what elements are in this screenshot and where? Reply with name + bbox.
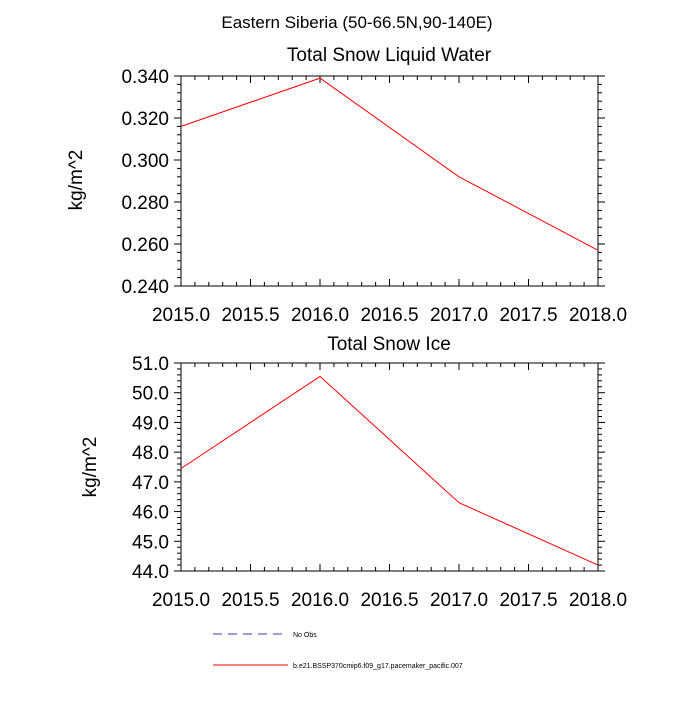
ylabel-snow-ice: kg/m^2 xyxy=(80,437,101,498)
series-line-snow-ice xyxy=(180,375,599,566)
y-tick-label: 51.0 xyxy=(132,354,169,375)
x-tick-label: 2016.5 xyxy=(360,590,418,611)
y-tick-label: 49.0 xyxy=(132,413,169,434)
ylabel-snow-liquid-water: kg/m^2 xyxy=(66,150,87,211)
x-tick-label: 2015.5 xyxy=(221,590,279,611)
x-tick-label: 2017.0 xyxy=(430,590,488,611)
y-tick-label: 0.340 xyxy=(121,67,169,88)
panel-title-snow-liquid-water: Total Snow Liquid Water xyxy=(287,45,492,66)
x-tick-label: 2017.0 xyxy=(430,305,488,326)
x-tick-label: 2018.0 xyxy=(569,590,627,611)
x-tick-label: 2016.0 xyxy=(291,305,349,326)
x-tick-label: 2018.0 xyxy=(569,305,627,326)
panel-snow-ice: Total Snow Ice kg/m^2 2015.0 2015.5 2016.0… xyxy=(80,334,627,611)
x-tick-label: 2015.5 xyxy=(221,305,279,326)
y-tick-label: 47.0 xyxy=(132,473,169,494)
y-tick-label: 45.0 xyxy=(132,532,169,553)
plot-frame-snow-ice xyxy=(180,362,599,572)
x-tick-label: 2017.5 xyxy=(499,305,557,326)
y-tick-label: 48.0 xyxy=(132,443,169,464)
y-tick-label: 0.320 xyxy=(121,109,169,130)
figure-title: Eastern Siberia (50-66.5N,90-140E) xyxy=(221,13,492,32)
y-tick-label: 44.0 xyxy=(132,562,169,583)
y-tick-label: 0.300 xyxy=(121,151,169,172)
series-line-snow-liquid-water xyxy=(180,77,599,251)
legend: No Obs b.e21.BSSP370cmip6.f09_g17.pacema… xyxy=(213,632,463,670)
panel-title-snow-ice: Total Snow Ice xyxy=(327,334,451,355)
y-tick-label: 0.240 xyxy=(121,277,169,298)
panel-snow-liquid-water: Total Snow Liquid Water kg/m^2 2015.0 201… xyxy=(66,45,627,326)
y-tick-label: 50.0 xyxy=(132,384,169,405)
x-tick-label: 2015.0 xyxy=(152,305,210,326)
legend-label-no-obs: No Obs xyxy=(293,632,317,639)
plot-frame-snow-liquid-water xyxy=(180,75,599,287)
x-tick-label: 2015.0 xyxy=(152,590,210,611)
y-tick-label: 0.260 xyxy=(121,235,169,256)
x-tick-label: 2016.5 xyxy=(360,305,418,326)
y-tick-label: 0.280 xyxy=(121,193,169,214)
legend-label-model: b.e21.BSSP370cmip6.f09_g17.pacemaker_pac… xyxy=(293,663,463,670)
x-tick-label: 2017.5 xyxy=(499,590,557,611)
x-tick-label: 2016.0 xyxy=(291,590,349,611)
y-tick-label: 46.0 xyxy=(132,503,169,524)
